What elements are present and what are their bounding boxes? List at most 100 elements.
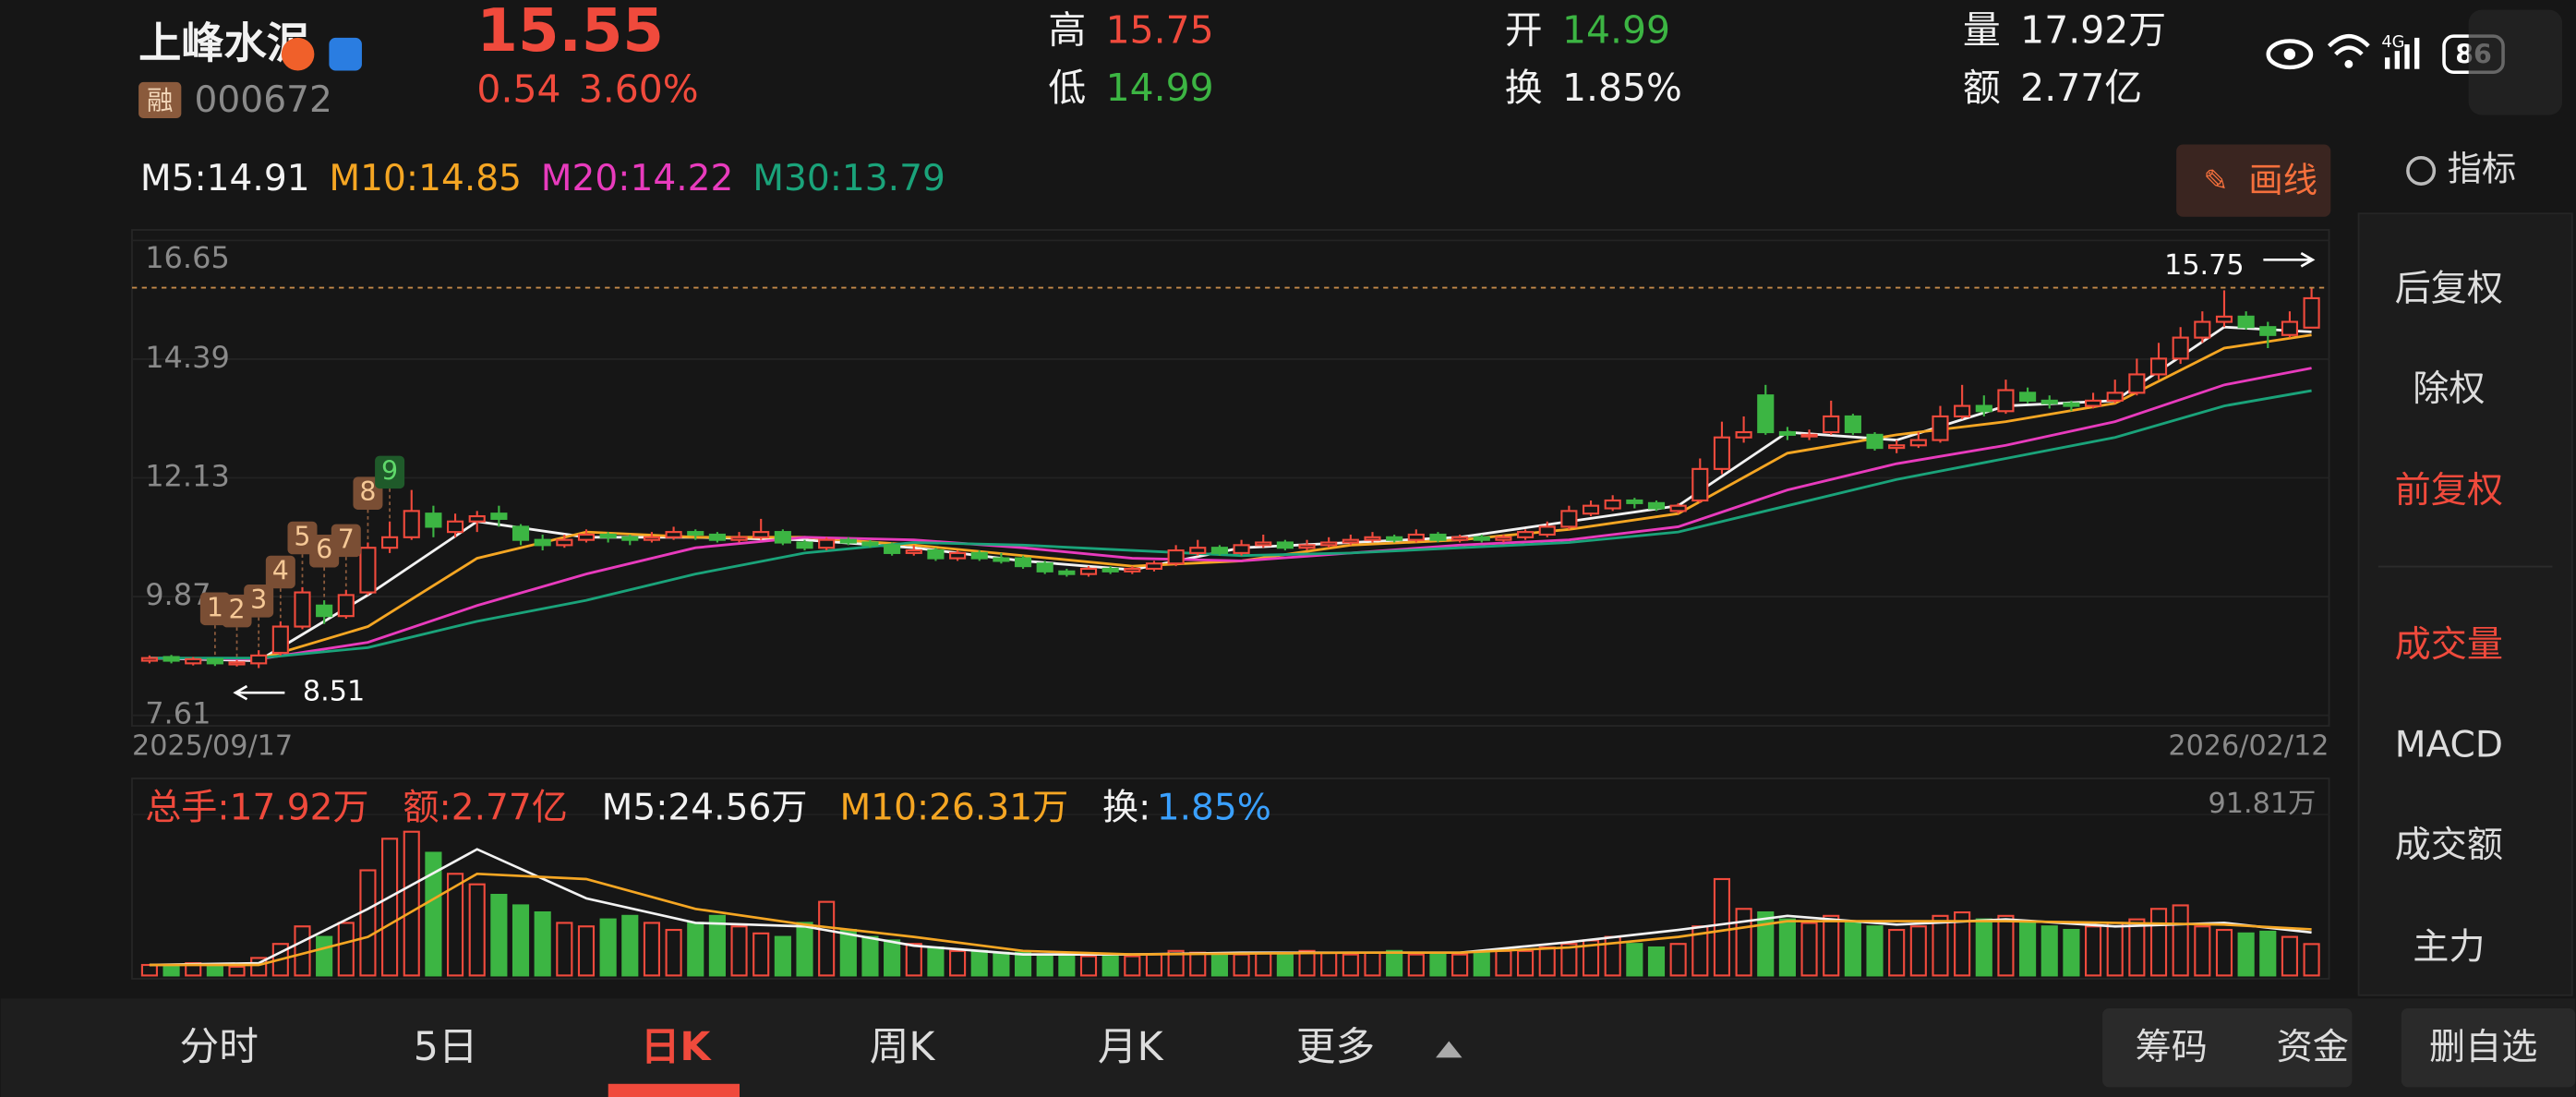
turnover-value: 1.85%	[1157, 787, 1271, 828]
network: 4G	[2381, 32, 2404, 52]
candle-body	[490, 512, 508, 520]
candle-body	[534, 538, 551, 547]
volume-bar	[1757, 910, 1775, 977]
volume-bar	[1647, 946, 1666, 977]
candle-body	[621, 536, 639, 541]
candle-body	[1975, 404, 1992, 413]
volume-bar	[1058, 953, 1076, 977]
change-pct: 3.60%	[579, 67, 699, 112]
candle-body	[1669, 504, 1687, 512]
volume-bar	[2237, 932, 2255, 977]
draw-button[interactable]	[2176, 144, 2331, 217]
tab[interactable]: 日K	[641, 1024, 713, 1070]
stat-value: 14.99	[1562, 8, 1670, 53]
sidebar-item[interactable]: 主力	[2413, 926, 2485, 968]
volume-bar	[2215, 928, 2233, 977]
candle-body	[1713, 436, 1731, 470]
sidebar-item[interactable]: 前复权	[2395, 470, 2503, 512]
volume-bar	[1364, 951, 1381, 977]
volume-bar	[316, 935, 333, 977]
volume-bar	[1014, 951, 1032, 977]
volume-bar	[1932, 914, 1949, 977]
sidebar-item[interactable]: 成交额	[2395, 825, 2503, 866]
volume-bar	[2040, 925, 2058, 977]
tab[interactable]: 周K	[870, 1024, 936, 1070]
candle-body	[206, 657, 223, 665]
high-label: 15.75	[2164, 249, 2245, 282]
change: 0.54	[476, 67, 560, 112]
stat-label: 低	[1048, 66, 1086, 110]
wifi-icon	[2344, 59, 2353, 68]
tab[interactable]: 分时	[180, 1024, 259, 1070]
candle-body	[1778, 430, 1796, 436]
candle-body	[1386, 536, 1403, 541]
volume-bar	[381, 838, 399, 977]
candle-body	[818, 538, 836, 549]
candle-body	[993, 557, 1010, 562]
volume-bar	[337, 922, 355, 977]
wifi-icon	[2327, 33, 2370, 56]
candle-body	[250, 654, 268, 665]
ma-legend: M20:14.22	[541, 158, 734, 199]
sidebar-item[interactable]: MACD	[2395, 725, 2503, 766]
stat-value: 17.92万	[2020, 8, 2166, 53]
stat-label: 量	[1963, 8, 2001, 53]
icon	[281, 37, 315, 71]
candle-body	[337, 594, 355, 618]
badge	[138, 81, 182, 119]
volume-bar	[1669, 943, 1687, 977]
y-tick-label: 91.81万	[2209, 788, 2317, 820]
volume-bar	[512, 904, 530, 977]
candle-body	[1909, 439, 1927, 447]
volume-legend: 总手:17.92万	[145, 787, 368, 828]
volume-bar	[1778, 918, 1796, 977]
volume-bar	[2172, 904, 2189, 977]
volume-bar	[163, 965, 180, 977]
volume-bar	[2303, 943, 2320, 977]
volume-bar	[949, 949, 967, 977]
candle-body	[403, 510, 420, 538]
more-arrow	[1436, 1041, 1463, 1058]
button-label[interactable]: 删自选	[2429, 1027, 2537, 1068]
gauge-icon	[2406, 155, 2437, 186]
draw-button-label[interactable]: 画线	[2248, 160, 2317, 200]
volume-bar	[1342, 953, 1359, 977]
sidebar-title[interactable]: 指标	[2448, 148, 2517, 188]
signal-label: 4	[272, 555, 289, 585]
volume-bar	[1233, 953, 1250, 977]
candle-body	[512, 525, 530, 541]
floating-button[interactable]	[2468, 9, 2563, 115]
candle-body	[1145, 562, 1163, 571]
candle-body	[446, 520, 464, 534]
candle-body	[468, 514, 486, 523]
candle-body	[1276, 541, 1294, 549]
sidebar-panel	[2357, 212, 2573, 996]
tab[interactable]: 月K	[1098, 1024, 1164, 1070]
volume-bar	[556, 922, 573, 977]
tab[interactable]: 5日	[414, 1024, 478, 1070]
volume-bar	[1495, 949, 1512, 977]
volume-bar	[1844, 922, 1861, 977]
signal	[2385, 57, 2390, 69]
button-label[interactable]: 筹码	[2136, 1027, 2208, 1068]
y-tick-label: 9.87	[145, 577, 211, 612]
ma-legend: M30:13.79	[752, 158, 945, 199]
sidebar-item[interactable]: 后复权	[2395, 268, 2503, 309]
y-tick-label: 12.13	[145, 459, 230, 494]
volume-bar	[2019, 922, 2037, 977]
volume-bar	[1429, 951, 1447, 977]
signal	[2394, 51, 2401, 69]
candle-body	[1604, 499, 1621, 510]
sidebar-item[interactable]: 除权	[2413, 368, 2485, 410]
tab[interactable]: 更多	[1296, 1024, 1375, 1070]
candle-body	[1189, 547, 1207, 554]
candle-body	[1407, 533, 1425, 541]
signal-badge	[331, 524, 361, 558]
volume-bar	[643, 922, 661, 977]
sidebar-item[interactable]: 成交量	[2395, 624, 2503, 666]
button-label[interactable]: 资金	[2277, 1027, 2349, 1068]
candle-body	[2303, 296, 2320, 329]
signal-label: 8	[359, 476, 376, 507]
volume-bar	[905, 943, 922, 977]
stat-value: 14.99	[1106, 66, 1214, 110]
